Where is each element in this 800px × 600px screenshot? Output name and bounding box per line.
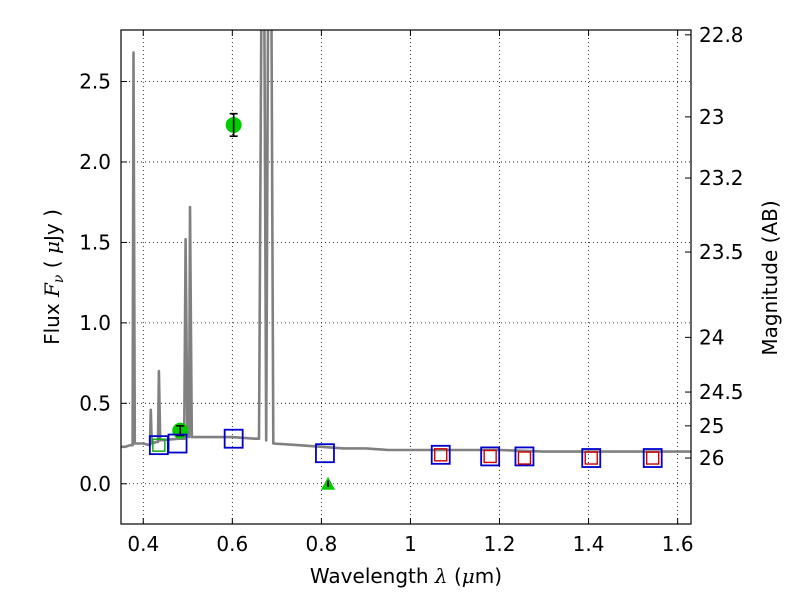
observed-square [517,451,532,465]
y-axis: 0.0 0.5 1.0 1.5 2.0 2.5 [79,69,127,496]
model-photometry-square [581,448,602,468]
y-tick-label: 1.5 [79,230,111,254]
x-axis-title: Wavelength λ (μm) [310,564,502,588]
x-tick-label: 0.4 [127,532,159,556]
y2-tick-label: 26 [699,446,724,470]
y-tick-label: 2.0 [79,150,111,174]
observed-square [483,449,497,464]
x-tick-label: 1.6 [662,532,694,556]
y-tick-label: 0.0 [79,472,111,496]
observed-square [152,438,166,452]
grid [121,30,691,524]
observed-square [434,448,448,462]
x-tick-label: 1 [404,532,417,556]
model-photometry-square [167,433,188,454]
observed-square [584,451,598,465]
x-tick-label: 1.2 [484,532,516,556]
y2-tick-label: 23 [699,105,724,129]
y-axis-title: Flux Fν ( μJy ) [40,209,67,345]
x-tick-label: 1.4 [573,532,605,556]
y-tick-label: 2.5 [79,69,111,93]
model-photometry-square [480,446,501,467]
x-tick-label: 0.8 [305,532,337,556]
x-tick-label: 0.6 [216,532,248,556]
y2-tick-label: 24.5 [699,380,744,404]
y2-axis-title: Magnitude (AB) [758,200,782,355]
model-photometry-square [430,444,451,465]
observed-square [646,451,660,465]
y2-tick-label: 25 [699,414,724,438]
y2-tick-label: 22.8 [699,23,744,47]
y2-tick-label: 23.2 [699,166,744,190]
y-tick-label: 0.5 [79,391,111,415]
model-photometry-square [642,448,663,468]
y2-axis: 22.8 23 23.2 23.5 24 24.5 25 26 [685,23,744,470]
plot-area [121,30,691,490]
model-photometry-square [315,443,335,464]
y2-tick-label: 24 [699,325,724,349]
plot-frame [120,29,692,525]
model-spectrum-line [121,30,691,453]
model-photometry-square [514,446,535,467]
y2-tick-label: 23.5 [699,240,744,264]
x-axis: 0.4 0.6 0.8 1 1.2 1.4 1.6 [127,30,694,556]
y-tick-label: 1.0 [79,311,111,335]
model-photometry-square [223,428,244,449]
